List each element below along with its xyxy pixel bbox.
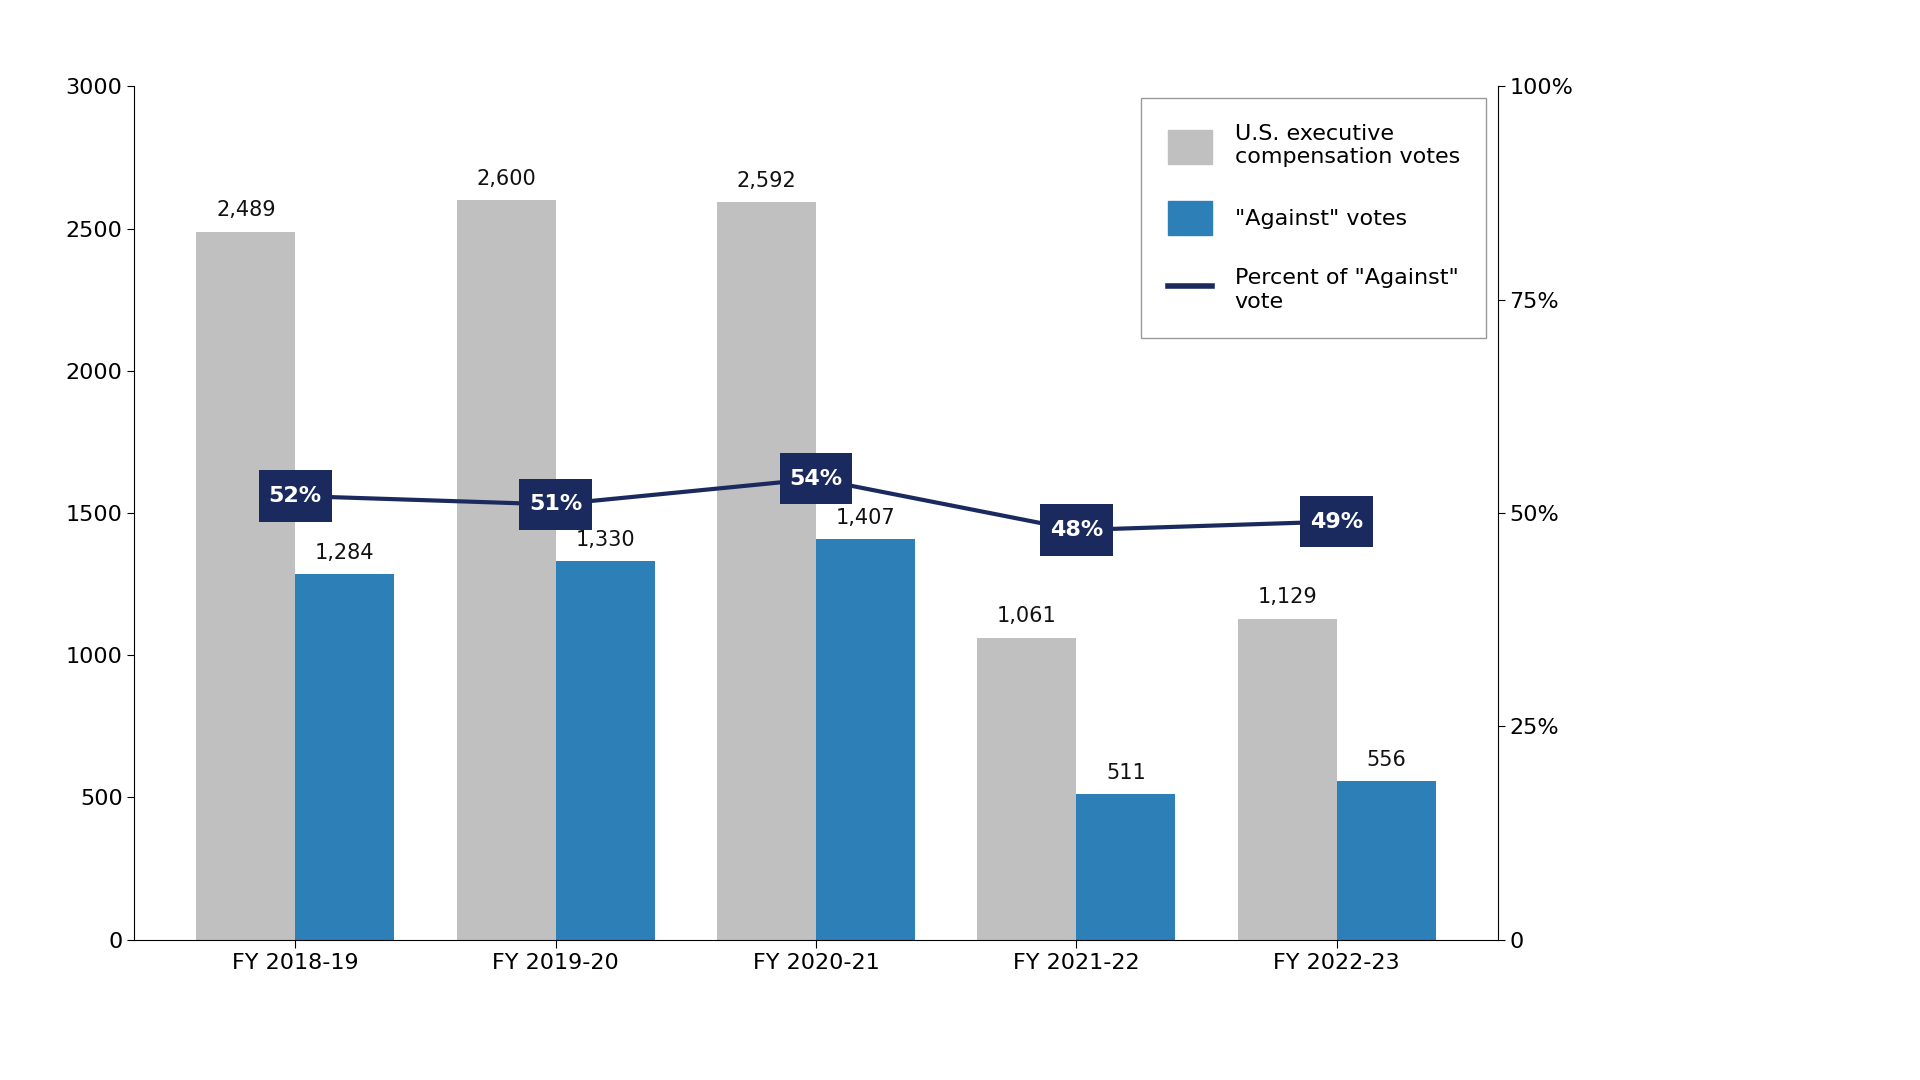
Bar (977, 638, 1077, 940)
Text: 48%: 48% (1050, 521, 1102, 540)
Text: 1,129: 1,129 (1258, 588, 1317, 607)
Text: 556: 556 (1367, 751, 1405, 770)
Text: 1,330: 1,330 (576, 530, 636, 550)
Text: 1,407: 1,407 (835, 508, 895, 528)
Bar (1238, 619, 1336, 940)
Text: 2,489: 2,489 (217, 201, 276, 220)
Bar (1336, 782, 1436, 940)
Bar (457, 200, 555, 940)
FancyBboxPatch shape (1300, 496, 1373, 548)
Bar (555, 562, 655, 940)
FancyBboxPatch shape (780, 454, 852, 504)
Bar (196, 232, 296, 940)
Bar (816, 539, 916, 940)
FancyBboxPatch shape (259, 471, 332, 522)
Text: 511: 511 (1106, 762, 1146, 783)
Text: 1,284: 1,284 (315, 543, 374, 563)
Text: 54%: 54% (789, 469, 843, 489)
Bar (716, 202, 816, 940)
FancyBboxPatch shape (518, 478, 591, 530)
Text: 51%: 51% (530, 495, 582, 514)
Legend: U.S. executive
compensation votes, "Against" votes, Percent of "Against"
vote: U.S. executive compensation votes, "Agai… (1140, 97, 1486, 338)
Text: 2,600: 2,600 (476, 168, 536, 189)
FancyBboxPatch shape (1041, 504, 1114, 555)
Text: 2,592: 2,592 (737, 171, 797, 191)
Bar (296, 575, 394, 940)
Text: 49%: 49% (1309, 512, 1363, 531)
Text: 1,061: 1,061 (996, 607, 1056, 626)
Text: 52%: 52% (269, 486, 323, 505)
Bar (1077, 794, 1175, 940)
